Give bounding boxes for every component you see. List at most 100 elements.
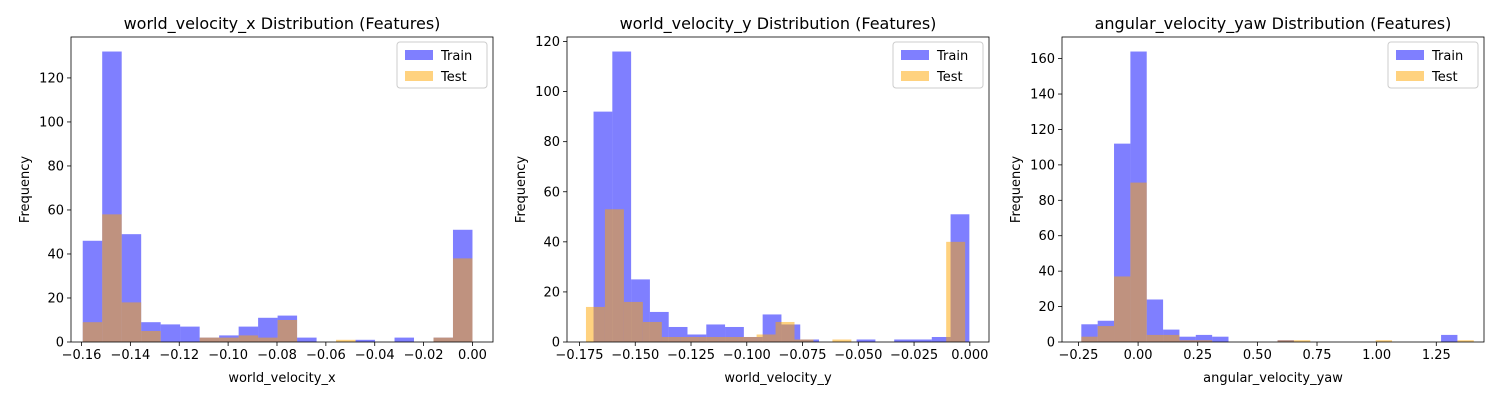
y-tick-label: 120	[1030, 123, 1055, 138]
legend-label-test: Test	[440, 70, 467, 85]
histogram-bar-test	[336, 339, 356, 342]
histogram-bar-train	[355, 339, 376, 342]
histogram-bar-train	[258, 317, 278, 342]
histogram-bar-test	[277, 319, 298, 342]
chart-panel-3: −0.25 0.00 0.25 0.50 0.75 1.00 1.25 0 20 40 60 80 10…	[1009, 14, 1485, 386]
histogram-bar-test	[946, 241, 966, 342]
legend-label-test: Test	[1431, 70, 1458, 85]
y-axis-label: Frequency	[514, 156, 529, 223]
histogram-bar-test	[718, 336, 738, 342]
y-tick-label: 60	[1038, 229, 1055, 244]
legend-swatch-test	[405, 71, 433, 81]
x-tick-label: −0.12	[159, 348, 199, 363]
x-tick-label: −0.10	[208, 348, 248, 363]
histogram-bar-test	[661, 336, 681, 342]
histogram-bar-test	[756, 334, 776, 342]
histogram-bar-train	[1212, 336, 1229, 342]
x-tick-label: 0.00	[1124, 348, 1153, 363]
histogram-bar-test	[642, 321, 662, 342]
x-tick-label: −0.050	[834, 348, 882, 363]
x-tick-label: 0.00	[458, 348, 487, 363]
x-tick-label: 1.25	[1422, 348, 1451, 363]
x-tick-label: −0.04	[355, 348, 395, 363]
chart-panel-1: −0.16 −0.14 −0.12 −0.10 −0.08 −0.06 −0.04 −0.02…	[18, 14, 494, 386]
x-tick-label: −0.08	[257, 348, 297, 363]
legend-swatch-test	[1396, 71, 1424, 81]
histogram-bar-test	[699, 336, 719, 342]
y-tick-label: 20	[1038, 300, 1055, 315]
x-tick-label: −0.25	[1059, 348, 1099, 363]
series-test	[1081, 182, 1474, 342]
x-tick-label: −0.025	[890, 348, 938, 363]
histogram-bar-train	[180, 326, 200, 342]
histogram-bar-test	[737, 336, 757, 342]
legend: Train Test	[1387, 41, 1479, 89]
histogram-bar-test	[219, 337, 239, 342]
chart-title: angular_velocity_yaw Distribution (Featu…	[1095, 14, 1452, 34]
y-tick-label: 100	[535, 85, 560, 100]
histogram-bar-train	[1179, 336, 1196, 342]
x-tick-label: 1.00	[1362, 348, 1391, 363]
histogram-bar-train	[894, 339, 913, 342]
legend-label-train: Train	[1431, 49, 1463, 64]
legend-label-train: Train	[440, 49, 472, 64]
y-tick-label: 80	[1038, 194, 1055, 209]
histogram-bar-test	[433, 337, 453, 342]
histogram-bar-test	[1163, 334, 1180, 342]
y-tick-label: 60	[47, 203, 64, 218]
x-tick-label: −0.14	[110, 348, 150, 363]
y-tick-label: 100	[1030, 158, 1055, 173]
plot-frame	[1061, 36, 1485, 343]
chart-title: world_velocity_y Distribution (Features)	[620, 14, 937, 34]
histogram-bar-test	[1130, 182, 1147, 342]
histogram-bar-test	[794, 339, 814, 342]
histogram-bar-test	[623, 301, 643, 342]
histogram-bar-test	[452, 258, 473, 342]
histogram-bar-test	[1457, 340, 1474, 342]
y-tick-label: 40	[1038, 265, 1055, 280]
y-axis-label: Frequency	[1009, 156, 1024, 223]
histogram-bar-train	[1441, 334, 1458, 342]
histogram-bar-train	[912, 339, 932, 342]
legend-swatch-train	[901, 50, 929, 60]
x-tick-label: −0.16	[62, 348, 102, 363]
x-tick-label: 0.50	[1243, 348, 1272, 363]
legend: Train Test	[892, 41, 984, 89]
legend: Train Test	[396, 41, 488, 89]
legend-swatch-train	[1396, 50, 1424, 60]
x-axis-label: world_velocity_x	[228, 371, 336, 386]
histogram-bar-train	[1195, 334, 1213, 342]
histogram-bar-test	[82, 322, 103, 342]
chart-title: world_velocity_x Distribution (Features)	[124, 14, 441, 34]
histogram-bar-test	[1097, 326, 1115, 342]
x-tick-label: 0.25	[1183, 348, 1212, 363]
legend-label-test: Test	[936, 70, 963, 85]
histogram-bar-test	[832, 339, 852, 342]
histogram-bar-test	[1146, 334, 1164, 342]
histogram-bar-test	[1179, 340, 1196, 342]
x-axis-label: world_velocity_y	[724, 371, 832, 386]
x-tick-label: −0.150	[611, 348, 659, 363]
histogram-bar-test	[1195, 340, 1213, 342]
histogram-bar-train	[394, 337, 415, 342]
series-test	[585, 209, 966, 342]
legend-swatch-test	[901, 71, 929, 81]
series-test	[82, 214, 473, 342]
histogram-bar-train	[160, 324, 181, 342]
histogram-bar-test	[258, 337, 278, 342]
histogram-bar-train	[297, 337, 317, 342]
histogram-bar-test	[121, 302, 142, 342]
histogram-bar-test	[102, 214, 122, 342]
y-tick-label: 20	[47, 291, 64, 306]
histogram-bar-test	[1081, 336, 1098, 342]
y-tick-label: 40	[543, 235, 560, 250]
y-tick-label: 140	[1030, 88, 1055, 103]
legend-swatch-train	[405, 50, 433, 60]
y-tick-label: 0	[1047, 336, 1055, 351]
y-tick-label: 80	[543, 135, 560, 150]
x-tick-label: −0.175	[555, 348, 603, 363]
histogram-bar-test	[775, 321, 795, 342]
series-train	[593, 51, 970, 343]
histogram-bar-train	[931, 336, 951, 342]
histogram-bar-test	[604, 209, 624, 342]
